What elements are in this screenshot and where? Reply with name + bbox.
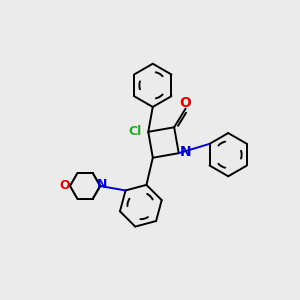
Text: Cl: Cl (128, 125, 141, 138)
Text: O: O (180, 96, 191, 110)
Text: O: O (59, 179, 70, 193)
Polygon shape (70, 173, 100, 199)
Text: N: N (97, 178, 108, 191)
Text: N: N (179, 145, 191, 159)
